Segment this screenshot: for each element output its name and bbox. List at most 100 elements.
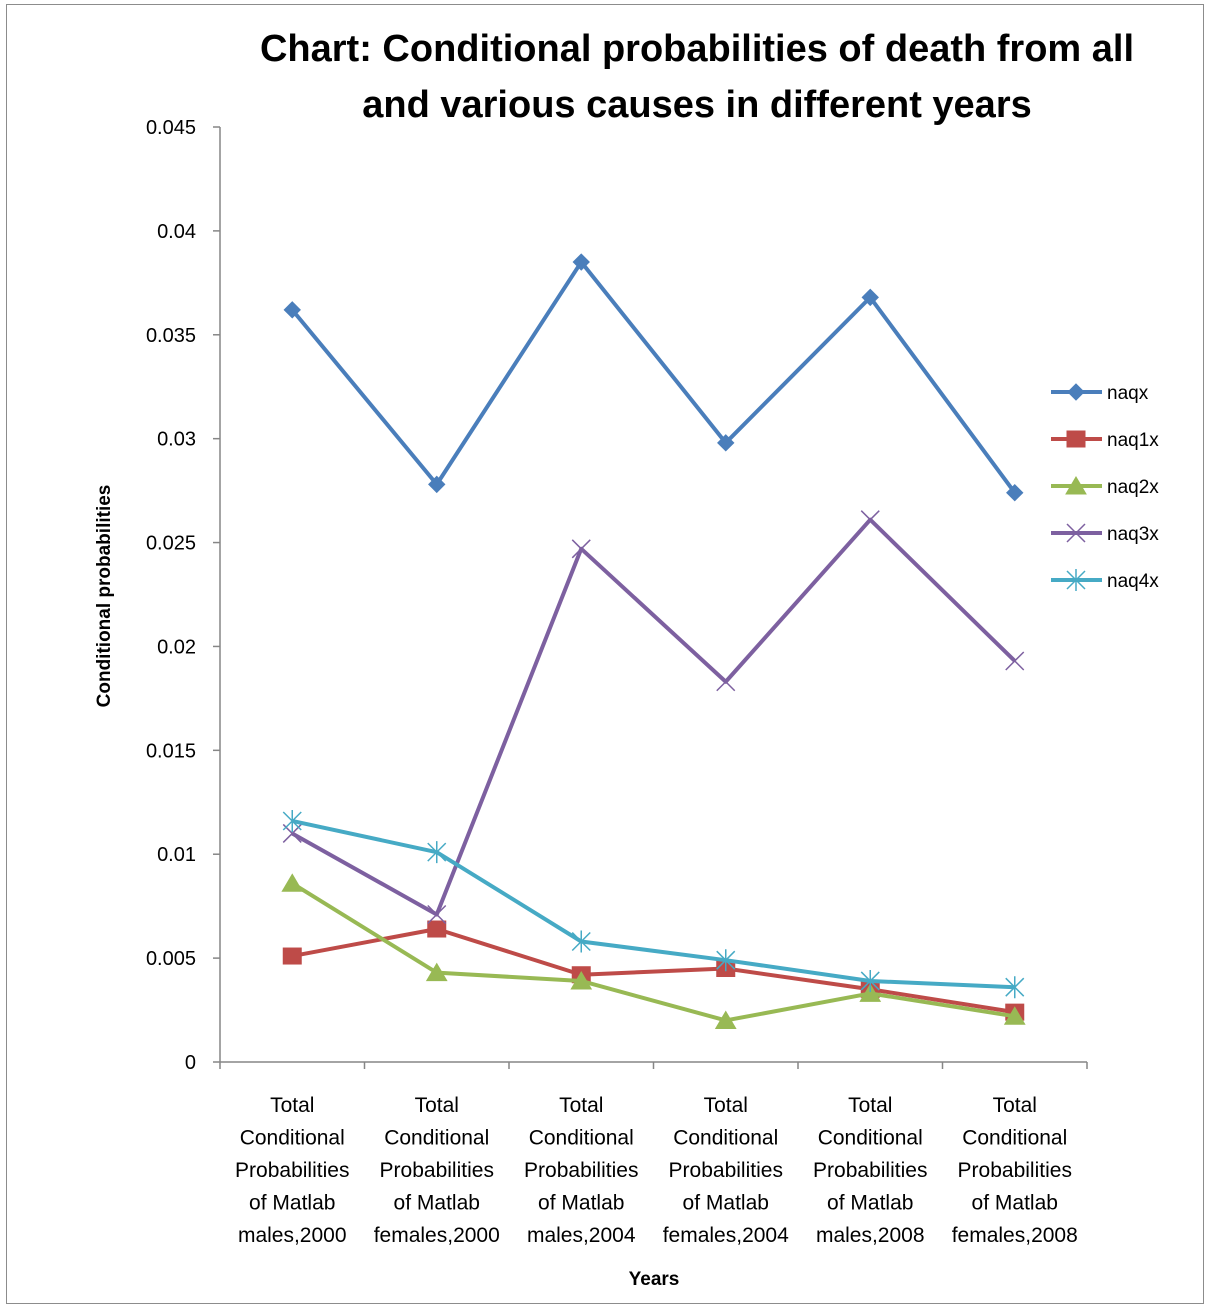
- data-point-naqx: [572, 253, 590, 271]
- legend-label: naq3x: [1107, 524, 1159, 545]
- legend-marker: [1066, 523, 1086, 543]
- x-axis-ticks: Total Conditional Probabilities of Matlab ma…: [219, 1062, 1088, 1247]
- y-tick-label: 0: [185, 1052, 196, 1074]
- x-tick-label-line: of Matlab: [683, 1192, 769, 1215]
- x-tick-label-line: Total: [704, 1094, 748, 1117]
- x-tick-label-line: Conditional: [673, 1127, 778, 1150]
- x-tick-label: Total Conditional Probabilities of Matlab ma…: [235, 1094, 349, 1247]
- data-point-naq2x: [425, 962, 448, 982]
- x-tick-label-line: Conditional: [962, 1127, 1067, 1150]
- y-tick-label: 0.02: [157, 636, 196, 658]
- chart-title-line-1: Chart: Conditional probabilities of deat…: [260, 28, 1134, 70]
- legend-label: naq2x: [1107, 477, 1159, 498]
- x-tick-label-line: Probabilities: [813, 1159, 927, 1182]
- series-line-naq4x: [291, 819, 1015, 990]
- y-tick-label: 0.005: [146, 948, 196, 970]
- data-point-naq2x: [1003, 1006, 1026, 1025]
- data-point-naq3x: [427, 904, 447, 925]
- axes: [219, 127, 1087, 1063]
- data-point-naq3x: [716, 672, 736, 692]
- x-tick-label: Total Conditional Probabilities of Matlab ma…: [813, 1094, 927, 1247]
- series-naq4x: [282, 809, 1025, 999]
- series-line-naqx: [290, 260, 1017, 494]
- legend: naqx naq1x naq2x naq3x naq4x: [1051, 383, 1159, 592]
- x-tick-label-line: Total: [270, 1094, 314, 1117]
- x-tick-label: Total Conditional Probabilities of Matlab fe…: [374, 1094, 500, 1247]
- data-point-naq3x: [571, 539, 591, 559]
- legend-marker: [1066, 569, 1086, 591]
- x-tick-label-line: females,2000: [374, 1224, 500, 1247]
- x-tick-label-line: Total: [415, 1094, 459, 1117]
- legend-item-naq2x: naq2x: [1051, 476, 1159, 498]
- x-tick-label-line: of Matlab: [249, 1192, 335, 1215]
- x-tick-label-line: Probabilities: [380, 1159, 494, 1182]
- data-point-naq4x: [427, 841, 447, 864]
- data-point-naq2x: [859, 983, 882, 1002]
- series-line-naq2x: [291, 881, 1016, 1023]
- x-tick-label-line: males,2004: [527, 1224, 636, 1247]
- legend-label: naqx: [1107, 383, 1149, 404]
- data-point-naq1x: [282, 947, 302, 965]
- data-point-naqx: [717, 434, 735, 452]
- legend-marker: [1066, 430, 1086, 448]
- data-point-naq4x: [716, 949, 736, 972]
- x-tick-label-line: of Matlab: [394, 1192, 480, 1215]
- x-tick-label-line: Probabilities: [958, 1159, 1072, 1182]
- x-tick-label-line: of Matlab: [972, 1192, 1058, 1215]
- data-point-naq2x: [281, 873, 304, 892]
- data-point-naqx: [1006, 483, 1024, 502]
- x-tick-label-line: Total: [993, 1094, 1037, 1117]
- legend-item-naqx: naqx: [1051, 383, 1149, 404]
- legend-marker: [1065, 476, 1087, 495]
- x-tick-label-line: Conditional: [240, 1127, 345, 1150]
- x-tick-label-line: females,2004: [663, 1224, 789, 1247]
- x-tick-label: Total Conditional Probabilities of Matlab fe…: [663, 1094, 789, 1247]
- data-point-naq2x: [570, 970, 593, 990]
- x-axis-title: Years: [629, 1269, 680, 1290]
- series-naq3x: [282, 510, 1025, 925]
- legend-item-naq4x: naq4x: [1051, 569, 1159, 592]
- data-point-naq3x: [860, 510, 880, 530]
- y-tick-label: 0.01: [157, 844, 196, 866]
- data-point-naqx: [428, 475, 446, 494]
- series-line-naq3x: [291, 517, 1017, 917]
- x-tick-label-line: females,2008: [952, 1224, 1078, 1247]
- series-naq2x: [281, 873, 1026, 1029]
- chart-title-line-2: and various causes in different years: [362, 84, 1032, 126]
- x-tick-label: Total Conditional Probabilities of Matlab ma…: [524, 1094, 638, 1247]
- x-tick-label-line: Probabilities: [669, 1159, 783, 1182]
- x-tick-label-line: Conditional: [529, 1127, 634, 1150]
- data-point-naq4x: [282, 809, 302, 832]
- y-axis-ticks: 0.045 0.04 0.035 0.03 0.025 0.02 0.015 0.01 0.00…: [146, 117, 220, 1074]
- y-axis-title: Conditional probabilities: [94, 485, 115, 708]
- data-point-naq4x: [860, 969, 880, 992]
- y-tick-label: 0.045: [146, 117, 196, 139]
- data-point-naqx: [861, 288, 879, 307]
- x-tick-label-line: of Matlab: [827, 1192, 913, 1215]
- series-naqx: [283, 253, 1024, 502]
- data-point-naq2x: [714, 1010, 737, 1029]
- series-group: [281, 253, 1026, 1029]
- x-tick-label: Total Conditional Probabilities of Matlab fe…: [952, 1094, 1078, 1247]
- data-point-naq4x: [1005, 976, 1025, 999]
- data-point-naq3x: [1005, 651, 1025, 671]
- y-tick-label: 0.04: [157, 221, 196, 243]
- x-tick-label-line: Probabilities: [235, 1159, 349, 1182]
- x-tick-label-line: of Matlab: [538, 1192, 624, 1215]
- series-naq1x: [282, 920, 1025, 1021]
- y-tick-label: 0.025: [146, 533, 196, 555]
- x-tick-label-line: males,2008: [816, 1224, 925, 1247]
- y-tick-label: 0.015: [146, 740, 196, 762]
- x-tick-label-line: Probabilities: [524, 1159, 638, 1182]
- x-tick-label-line: Conditional: [818, 1127, 923, 1150]
- series-line-naq1x: [291, 927, 1016, 1015]
- legend-item-naq3x: naq3x: [1051, 523, 1159, 545]
- x-tick-label-line: males,2000: [238, 1224, 347, 1247]
- legend-marker: [1067, 383, 1085, 401]
- x-tick-label-line: Conditional: [384, 1127, 489, 1150]
- x-tick-label-line: Total: [559, 1094, 603, 1117]
- chart-title: Chart: Conditional probabilities of deat…: [260, 28, 1134, 126]
- y-tick-label: 0.035: [146, 325, 196, 347]
- data-point-naqx: [283, 301, 301, 319]
